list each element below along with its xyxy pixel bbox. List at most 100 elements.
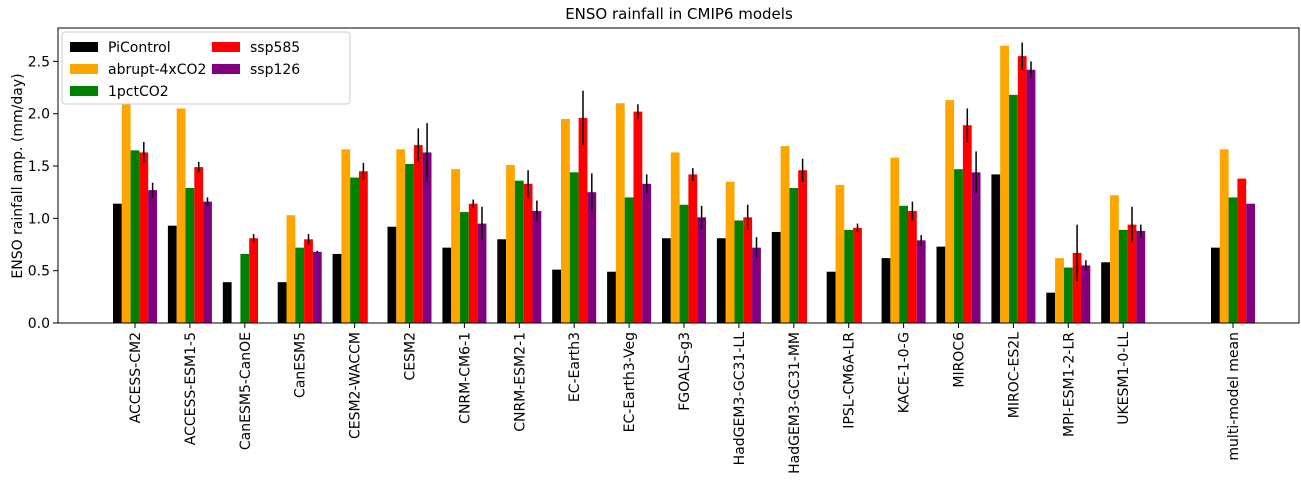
bar	[413, 145, 423, 323]
bar	[835, 184, 845, 323]
bar	[1055, 258, 1064, 323]
bar	[405, 163, 414, 323]
bar	[1000, 45, 1009, 323]
bar	[936, 246, 946, 323]
bar	[304, 239, 313, 323]
x-tick-label: CNRM-CM6-1	[457, 332, 473, 424]
bar	[249, 238, 258, 323]
x-tick-label: CNRM-ESM2-1	[512, 332, 528, 432]
bar	[679, 204, 689, 323]
bar	[789, 188, 799, 323]
x-tick-label: FGOALS-g3	[677, 332, 693, 411]
bar	[826, 271, 836, 323]
legend-label: 1pctCO2	[108, 84, 169, 100]
legend-swatch	[70, 64, 98, 74]
bar	[1063, 267, 1073, 323]
y-axis-label: ENSO rainfall amp. (mm/day)	[10, 73, 26, 278]
bar	[991, 174, 1001, 323]
bar	[1072, 252, 1082, 323]
bar	[422, 152, 432, 323]
legend-label: PiControl	[108, 40, 171, 56]
bar	[477, 223, 487, 323]
y-tick-label: 1.0	[28, 211, 50, 227]
bar	[350, 177, 359, 323]
x-tick-label: multi-model mean	[1226, 332, 1242, 461]
bar	[853, 227, 862, 323]
bar	[1009, 94, 1018, 323]
x-tick-label: EC-Earth3-Veg	[622, 332, 638, 432]
bar	[139, 152, 149, 323]
bar	[1017, 56, 1027, 324]
legend-label: abrupt-4xCO2	[108, 62, 206, 78]
x-tick-label: UKESM1-0-LL	[1116, 332, 1132, 425]
bar	[240, 253, 250, 323]
x-tick-label: CESM2-WACCM	[348, 332, 364, 439]
bar	[587, 192, 597, 323]
legend-label: ssp126	[250, 62, 300, 78]
bar	[359, 171, 368, 323]
legend-swatch	[212, 42, 240, 52]
y-tick-label: 2.0	[28, 107, 50, 123]
bar	[396, 149, 406, 323]
bar	[113, 203, 122, 323]
bar	[497, 239, 507, 323]
bar	[532, 211, 542, 323]
bar	[1081, 265, 1091, 323]
y-tick-label: 1.5	[28, 159, 50, 175]
legend-label: ssp585	[250, 40, 300, 56]
bar	[277, 282, 287, 323]
bar	[295, 247, 305, 323]
y-tick-label: 0.5	[28, 264, 50, 280]
bar	[552, 269, 561, 323]
x-tick-label: MIROC6	[952, 332, 968, 388]
bar	[697, 217, 706, 323]
bar	[451, 169, 460, 323]
bar	[130, 150, 140, 323]
bar	[1101, 262, 1110, 323]
bar	[916, 240, 926, 323]
x-tick-label: ACCESS-ESM1-5	[183, 332, 199, 445]
bar	[222, 282, 232, 323]
x-tick-label: HadGEM3-GC31-LL	[732, 332, 748, 466]
x-tick-label: IPSL-CM6A-LR	[842, 332, 858, 429]
plot-frame	[57, 27, 1300, 324]
bar	[203, 201, 212, 323]
bar	[1118, 229, 1128, 323]
bar	[716, 238, 726, 323]
bar	[954, 169, 963, 323]
bar	[615, 103, 625, 323]
bar	[780, 146, 790, 323]
bar	[1046, 292, 1056, 323]
bar	[971, 172, 981, 323]
legend-box	[61, 31, 351, 105]
y-tick-label: 0.0	[28, 316, 50, 332]
chart-title: ENSO rainfall in CMIP6 models	[565, 5, 793, 23]
bar	[725, 181, 735, 323]
bar	[460, 212, 469, 323]
bar	[167, 225, 177, 323]
bar	[844, 229, 854, 323]
x-tick-label: EC-Earth3	[567, 332, 583, 402]
bar	[194, 167, 204, 323]
bar	[688, 174, 698, 323]
bar	[798, 170, 807, 323]
bar	[624, 197, 634, 323]
bar	[633, 111, 643, 323]
bar	[642, 183, 652, 323]
bar	[514, 180, 524, 323]
bar	[561, 118, 570, 323]
bar	[1228, 197, 1238, 323]
bar	[1026, 69, 1036, 323]
bar	[312, 251, 322, 323]
bar	[962, 125, 972, 323]
bar	[387, 226, 397, 323]
bar	[1110, 195, 1119, 323]
bar	[1237, 178, 1247, 323]
bar	[506, 164, 515, 323]
x-tick-label: MIROC-ES2L	[1006, 332, 1022, 418]
bar	[1127, 224, 1137, 323]
bar	[899, 205, 908, 323]
bar	[523, 183, 533, 323]
bar	[945, 100, 955, 323]
